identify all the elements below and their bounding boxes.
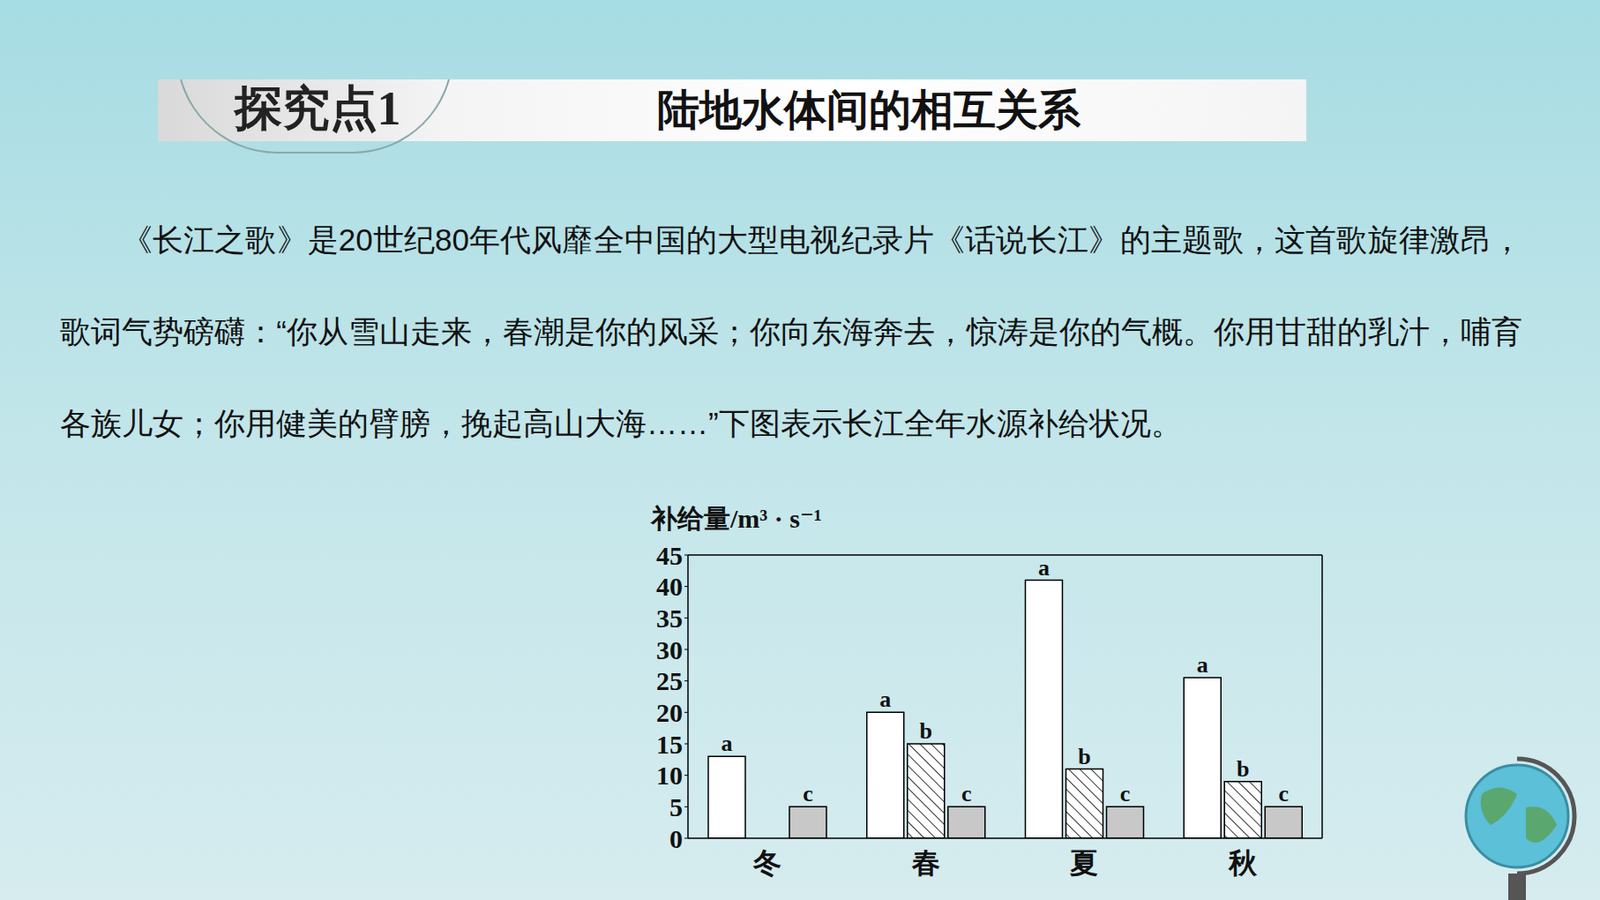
svg-text:15: 15 [656, 729, 683, 759]
svg-text:40: 40 [656, 571, 683, 601]
svg-text:冬: 冬 [752, 846, 782, 879]
svg-text:秋: 秋 [1227, 846, 1258, 879]
svg-text:c: c [1278, 780, 1289, 807]
svg-text:c: c [961, 780, 972, 807]
html-text:补给量/m³ · s⁻¹: 补给量/m³ · s⁻¹ [650, 503, 822, 533]
svg-text:20: 20 [656, 697, 683, 727]
html-text:陆地水体间的相互关系: 陆地水体间的相互关系 [657, 86, 1081, 134]
html-text:探究点1: 探究点1 [234, 82, 401, 135]
svg-text:45: 45 [656, 540, 683, 570]
svg-text:夏: 夏 [1069, 846, 1099, 879]
svg-text:30: 30 [656, 635, 683, 665]
svg-text:a: a [1196, 651, 1209, 678]
svg-text:a: a [721, 730, 733, 756]
svg-text:0: 0 [669, 823, 683, 853]
svg-text:b: b [1077, 743, 1091, 770]
svg-text:春: 春 [911, 846, 941, 879]
svg-text:35: 35 [656, 603, 683, 633]
svg-text:a: a [1038, 554, 1050, 581]
svg-text:b: b [919, 717, 933, 744]
svg-text:b: b [1236, 755, 1249, 782]
svg-text:c: c [1120, 780, 1131, 807]
svg-text:a: a [879, 686, 891, 712]
svg-text:10: 10 [656, 760, 683, 790]
svg-text:25: 25 [656, 665, 683, 696]
html-text:《长江之歌》是20世纪80年代风靡全中国的大型电视纪录片《话: 《长江之歌》是20世纪80年代风靡全中国的大型电视纪录片《话说长江》的主题歌，这… [59, 222, 1523, 441]
svg-text:c: c [802, 780, 814, 807]
svg-text:5: 5 [669, 792, 683, 822]
